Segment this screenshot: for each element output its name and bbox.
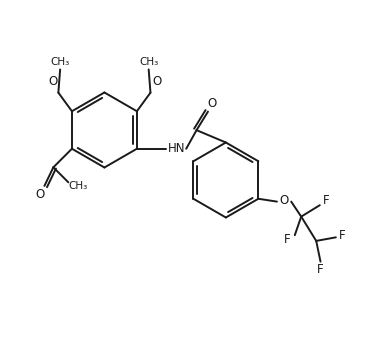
Text: F: F [317, 263, 324, 276]
Text: F: F [339, 229, 346, 242]
Text: F: F [284, 233, 290, 246]
Text: CH₃: CH₃ [139, 57, 158, 67]
Text: O: O [207, 97, 216, 110]
Text: CH₃: CH₃ [51, 57, 70, 67]
Text: O: O [48, 76, 57, 89]
Text: HN: HN [167, 142, 185, 155]
Text: O: O [36, 188, 45, 201]
Text: O: O [152, 76, 161, 89]
Text: CH₃: CH₃ [69, 181, 88, 191]
Text: O: O [280, 194, 289, 207]
Text: F: F [323, 194, 329, 207]
